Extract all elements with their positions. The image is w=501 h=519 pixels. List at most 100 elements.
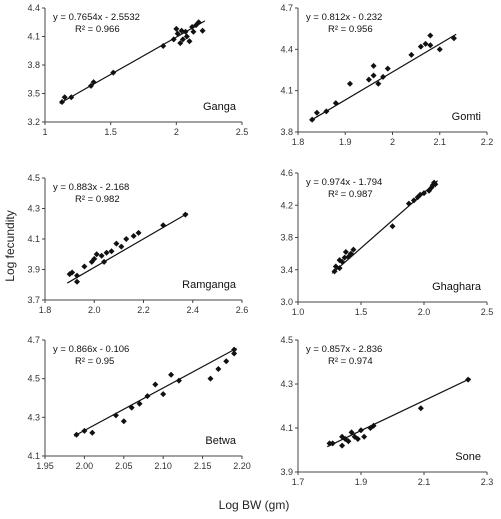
- data-point: [450, 35, 457, 42]
- data-point: [421, 190, 427, 197]
- y-tick-label: 3.8: [280, 127, 293, 137]
- panel-title: Sone: [455, 451, 481, 463]
- x-tick-label: 2.2: [481, 137, 494, 147]
- x-tick-label: 2.1: [433, 137, 446, 147]
- x-tick-label: 2.5: [481, 307, 494, 317]
- data-point: [365, 76, 372, 83]
- data-point: [405, 200, 412, 207]
- data-point: [73, 431, 80, 438]
- panel-title: Ramganga: [182, 279, 237, 291]
- data-point: [427, 32, 434, 39]
- x-tick-label: 2: [390, 137, 395, 147]
- data-point: [112, 412, 119, 419]
- data-point: [160, 222, 167, 229]
- data-point: [358, 427, 364, 434]
- y-tick-label: 4.4: [280, 44, 293, 54]
- x-tick-label: 2.00: [76, 461, 94, 471]
- regression-equation: y = 0.974x - 1.794: [306, 177, 382, 188]
- x-tick-label: 2.4: [186, 305, 199, 315]
- data-point: [329, 440, 336, 447]
- data-point: [160, 391, 167, 398]
- data-point: [186, 38, 193, 45]
- data-point: [384, 65, 391, 72]
- r-squared: R² = 0.987: [328, 189, 373, 200]
- data-point: [136, 400, 143, 407]
- y-tick-label: 3.9: [27, 265, 40, 275]
- y-axis-label: Log fecundity: [3, 210, 17, 281]
- panel-title: Ganga: [203, 101, 237, 113]
- trend-line: [326, 377, 471, 448]
- data-point: [339, 258, 346, 265]
- data-point: [130, 232, 137, 239]
- x-tick-label: 2.1: [418, 477, 431, 487]
- x-tick-label: 2.05: [115, 461, 133, 471]
- x-tick-label: 1.0: [292, 307, 305, 317]
- trend-line: [66, 212, 189, 284]
- y-tick-label: 4.3: [280, 379, 293, 389]
- x-tick-label: 1.5: [104, 127, 117, 137]
- regression-equation: y = 0.812x - 0.232: [306, 12, 382, 23]
- data-point: [101, 258, 108, 265]
- y-tick-label: 4.1: [27, 32, 40, 42]
- y-tick-label: 4.5: [27, 374, 40, 384]
- data-point: [432, 181, 439, 188]
- y-tick-label: 4.2: [280, 200, 293, 210]
- data-point: [350, 246, 357, 253]
- data-point: [361, 433, 368, 440]
- y-tick-label: 4.7: [27, 335, 40, 345]
- data-point: [182, 28, 189, 35]
- data-point: [348, 429, 355, 436]
- data-point: [108, 248, 115, 255]
- data-point: [69, 269, 76, 276]
- data-point: [370, 422, 377, 429]
- data-point: [370, 72, 377, 79]
- y-tick-label: 3.7: [27, 295, 40, 305]
- x-axis-label: Log BW (gm): [219, 498, 290, 512]
- data-point: [190, 28, 197, 35]
- data-point: [417, 43, 424, 50]
- data-point: [118, 243, 125, 250]
- panel-title: Ghaghara: [432, 281, 482, 293]
- data-point: [93, 251, 100, 258]
- y-tick-label: 3.0: [280, 297, 293, 307]
- data-point: [110, 69, 117, 76]
- y-tick-label: 3.9: [280, 467, 293, 477]
- y-tick-label: 4.4: [27, 3, 40, 13]
- data-point: [199, 27, 206, 34]
- data-point: [410, 197, 417, 204]
- y-tick-label: 3.4: [280, 265, 293, 275]
- data-point: [144, 393, 151, 400]
- y-tick-label: 4.3: [27, 412, 40, 422]
- data-point: [331, 268, 338, 275]
- panel-ghaghara: 1.0 1.5 2.0 2.5 3.0 3.4 3.8 4.2 4.6 y = 0.974x - …: [280, 168, 493, 317]
- r-squared: R² = 0.974: [328, 356, 373, 367]
- x-tick-label: 1.9: [355, 477, 368, 487]
- data-point: [123, 236, 130, 242]
- x-tick-label: 1.95: [36, 461, 54, 471]
- data-point: [375, 80, 382, 87]
- x-tick-label: 1.5: [355, 307, 368, 317]
- data-point: [436, 46, 443, 53]
- x-tick-label: 2.2: [137, 305, 150, 315]
- y-tick-label: 3.8: [280, 233, 293, 243]
- data-point: [160, 43, 167, 49]
- data-point: [74, 278, 81, 285]
- panel-title: Gomti: [452, 111, 481, 123]
- data-point: [336, 265, 343, 272]
- r-squared: R² = 0.982: [75, 194, 120, 205]
- data-point: [177, 40, 184, 47]
- data-point: [91, 255, 98, 262]
- data-point: [332, 100, 339, 107]
- data-point: [87, 82, 94, 89]
- x-tick-label: 1.8: [39, 305, 52, 315]
- data-point: [120, 418, 127, 425]
- x-tick-label: 1.8: [292, 137, 305, 147]
- y-tick-label: 4.1: [280, 423, 293, 433]
- data-point: [313, 109, 320, 116]
- regression-equation: y = 0.7654x - 2.5532: [53, 12, 140, 23]
- data-point: [422, 40, 429, 47]
- data-point: [81, 263, 88, 270]
- panel-ganga: 1 1.5 2 2.5 3.2 3.5 3.8 4.1 4.4 y = 0.7654x - 2.5…: [27, 3, 248, 137]
- panel-ramganga: 1.8 2.0 2.2 2.4 2.6 3.7 3.9 4.1 4.3 4.5 y = 0.883x…: [27, 173, 248, 315]
- data-point: [59, 99, 66, 106]
